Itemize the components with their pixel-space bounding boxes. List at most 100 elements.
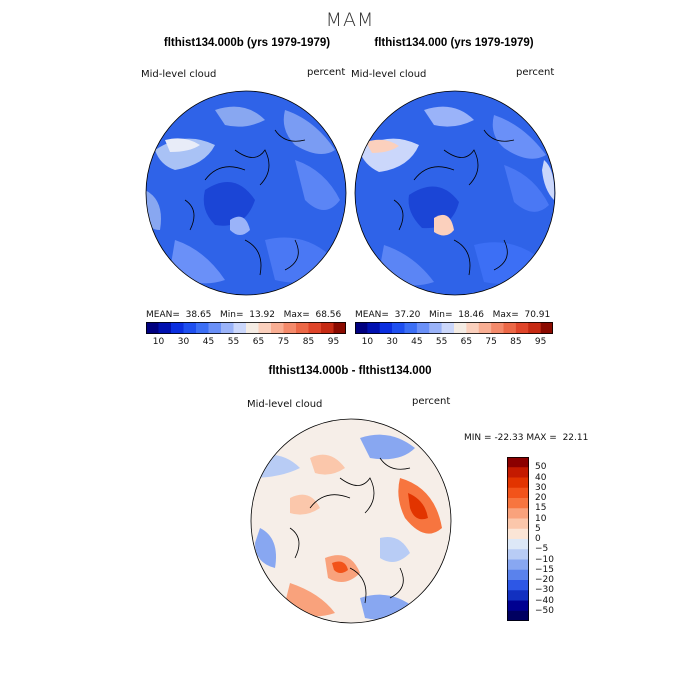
panel-2-units: percent <box>516 67 555 78</box>
difference-colorbar-swatch <box>507 610 529 621</box>
colorbar-tick-label: 65 <box>460 337 473 347</box>
colorbar-swatch <box>271 322 284 334</box>
colorbar-tick-label: 85 <box>302 337 315 347</box>
difference-colorbar-tick-label: 15 <box>535 503 547 514</box>
colorbar-swatch <box>196 322 209 334</box>
colorbar-tick-label: 65 <box>252 337 265 347</box>
difference-colorbar-tick-label: 50 <box>535 462 547 473</box>
difference-variable: Mid-level cloud <box>247 399 323 410</box>
colorbar-swatch <box>515 322 529 334</box>
colorbar-swatch <box>540 322 553 334</box>
difference-colorbar-tick-label: 0 <box>535 534 541 544</box>
difference-colorbar-swatch <box>507 600 529 612</box>
colorbar-swatch <box>503 322 517 334</box>
difference-colorbar-tick-label: −10 <box>535 554 554 565</box>
difference-colorbar-tick-label: −40 <box>535 595 554 606</box>
difference-colorbar-tick-label: −30 <box>535 585 554 596</box>
difference-colorbar-tick-label: 30 <box>535 482 547 493</box>
colorbar-tick-label: 55 <box>435 337 448 347</box>
colorbar-swatch <box>392 322 405 334</box>
colorbar-swatch <box>221 322 234 334</box>
panel-2-variable: Mid-level cloud <box>351 69 427 80</box>
colorbar-swatch <box>158 322 172 334</box>
difference-stats: MIN = -22.33 MAX = 22.11 <box>464 433 589 443</box>
difference-colorbar-swatch <box>507 569 529 581</box>
difference-colorbar-swatch <box>507 528 529 540</box>
difference-colorbar-swatch <box>507 467 529 478</box>
colorbar-tick-label: 10 <box>152 337 165 347</box>
colorbar-swatch <box>441 322 455 334</box>
colorbar-tick-label: 30 <box>177 337 190 347</box>
panel-1-colorbar <box>146 322 346 334</box>
difference-colorbar-swatch <box>507 580 529 591</box>
colorbar-swatch <box>355 322 368 334</box>
colorbar-swatch <box>296 322 309 334</box>
difference-colorbar-ticks: 50 40 30 20 15 10 5 0 −5 −10 −15 −20 −30 −40 −50 <box>535 457 575 621</box>
difference-colorbar-tick-label: 10 <box>535 513 547 524</box>
difference-colorbar-tick-label: 5 <box>535 523 541 534</box>
colorbar-tick-label: 95 <box>327 337 340 347</box>
colorbar-tick-label: 95 <box>534 337 547 347</box>
difference-colorbar-swatch <box>507 590 529 601</box>
panel-1-title: flthist134.000b (yrs 1979-1979) <box>163 37 331 49</box>
colorbar-tick-label: 10 <box>361 337 374 347</box>
colorbar-tick-label: 75 <box>277 337 290 347</box>
colorbar-swatch <box>333 322 346 334</box>
difference-colorbar-tick-label: 20 <box>535 493 547 503</box>
panel-1-variable: Mid-level cloud <box>141 69 217 80</box>
panel-1-units: percent <box>307 67 346 78</box>
colorbar-tick-label: 30 <box>386 337 398 347</box>
colorbar-swatch <box>404 322 418 334</box>
panel-2-colorbar <box>355 322 553 334</box>
difference-colorbar-swatch <box>507 559 529 571</box>
colorbar-swatch <box>528 322 541 334</box>
colorbar-swatch <box>466 322 480 334</box>
difference-colorbar-tick-label: −50 <box>535 605 554 616</box>
difference-colorbar-swatch <box>507 549 529 560</box>
difference-colorbar-swatch <box>507 457 529 468</box>
panel-2-stats: MEAN= 37.20 Min= 18.46 Max= 70.91 <box>355 310 551 320</box>
colorbar-swatch <box>246 322 259 334</box>
colorbar-tick-label: 55 <box>227 337 240 347</box>
panel-1-stats: MEAN= 38.65 Min= 13.92 Max= 68.56 <box>146 310 342 320</box>
panel-1-map <box>145 90 347 296</box>
colorbar-tick-label: 45 <box>411 337 423 347</box>
colorbar-tick-label: 85 <box>510 337 522 347</box>
difference-colorbar-swatch <box>507 518 529 530</box>
difference-colorbar-swatch <box>507 508 529 519</box>
colorbar-swatch <box>321 322 334 334</box>
difference-colorbar-swatch <box>507 539 529 550</box>
colorbar-swatch <box>146 322 159 334</box>
colorbar-swatch <box>183 322 197 334</box>
colorbar-swatch <box>491 322 504 334</box>
colorbar-swatch <box>171 322 184 334</box>
season-title: MAM <box>325 9 375 31</box>
difference-colorbar-tick-label: −15 <box>535 564 554 575</box>
colorbar-tick-label: 45 <box>202 337 215 347</box>
colorbar-swatch <box>454 322 467 334</box>
colorbar-swatch <box>283 322 297 334</box>
difference-map <box>250 418 452 624</box>
panel-1-colorbar-ticks: 10 30 45 55 65 75 85 95 <box>146 337 346 349</box>
panel-2-map <box>354 90 556 296</box>
colorbar-swatch <box>258 322 272 334</box>
difference-colorbar-tick-label: −20 <box>535 575 554 585</box>
colorbar-swatch <box>367 322 381 334</box>
difference-colorbar-swatch <box>507 498 529 509</box>
colorbar-swatch <box>308 322 322 334</box>
colorbar-swatch <box>416 322 430 334</box>
panel-2-colorbar-ticks: 10 30 45 55 65 75 85 95 <box>355 337 553 349</box>
colorbar-swatch <box>208 322 222 334</box>
difference-colorbar-swatch <box>507 477 529 489</box>
difference-units: percent <box>412 396 451 407</box>
difference-title: flthist134.000b - flthist134.000 <box>268 365 432 377</box>
difference-colorbar-swatch <box>507 487 529 499</box>
colorbar-swatch <box>478 322 492 334</box>
difference-colorbar <box>507 457 529 621</box>
colorbar-tick-label: 75 <box>485 337 497 347</box>
colorbar-swatch <box>233 322 247 334</box>
difference-colorbar-tick-label: 40 <box>535 472 547 483</box>
colorbar-swatch <box>429 322 442 334</box>
panel-2-title: flthist134.000 (yrs 1979-1979) <box>374 37 534 49</box>
colorbar-swatch <box>379 322 393 334</box>
